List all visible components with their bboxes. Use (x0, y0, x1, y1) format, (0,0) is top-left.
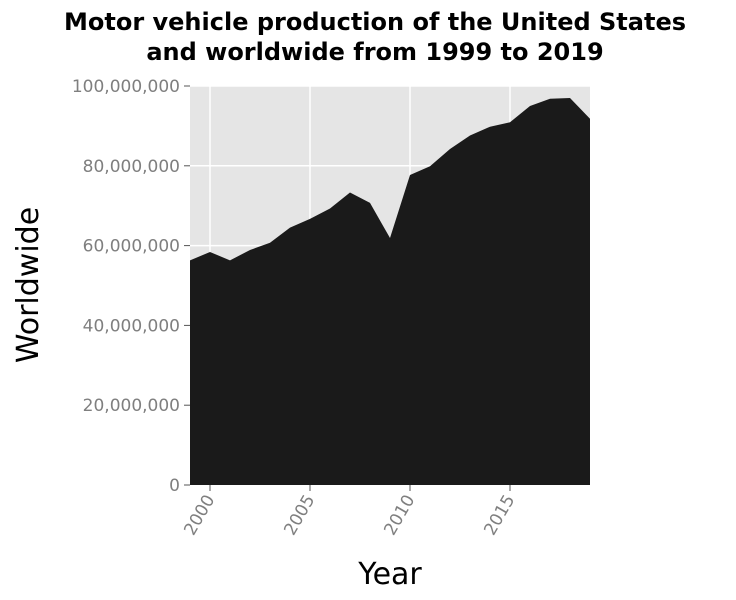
y-tick-label: 0 (169, 476, 180, 496)
y-tick-label: 80,000,000 (83, 157, 180, 177)
x-tick-label: 2015 (480, 492, 519, 539)
y-tick-label: 40,000,000 (83, 316, 180, 336)
x-tick-label: 2005 (280, 492, 319, 539)
x-tick-label: 2000 (180, 492, 219, 539)
x-axis-label: Year (357, 557, 422, 592)
series-layer (190, 97, 590, 485)
y-tick-label: 20,000,000 (83, 396, 180, 416)
x-tick-label: 2010 (380, 492, 419, 539)
area-series-0 (190, 97, 590, 485)
chart-title-line-2: and worldwide from 1999 to 2019 (146, 38, 603, 66)
y-tick-label: 60,000,000 (83, 237, 180, 257)
chart-title-line-1: Motor vehicle production of the United S… (64, 8, 686, 36)
y-axis-label: Worldwide (11, 207, 46, 363)
y-tick-label: 100,000,000 (72, 77, 180, 97)
